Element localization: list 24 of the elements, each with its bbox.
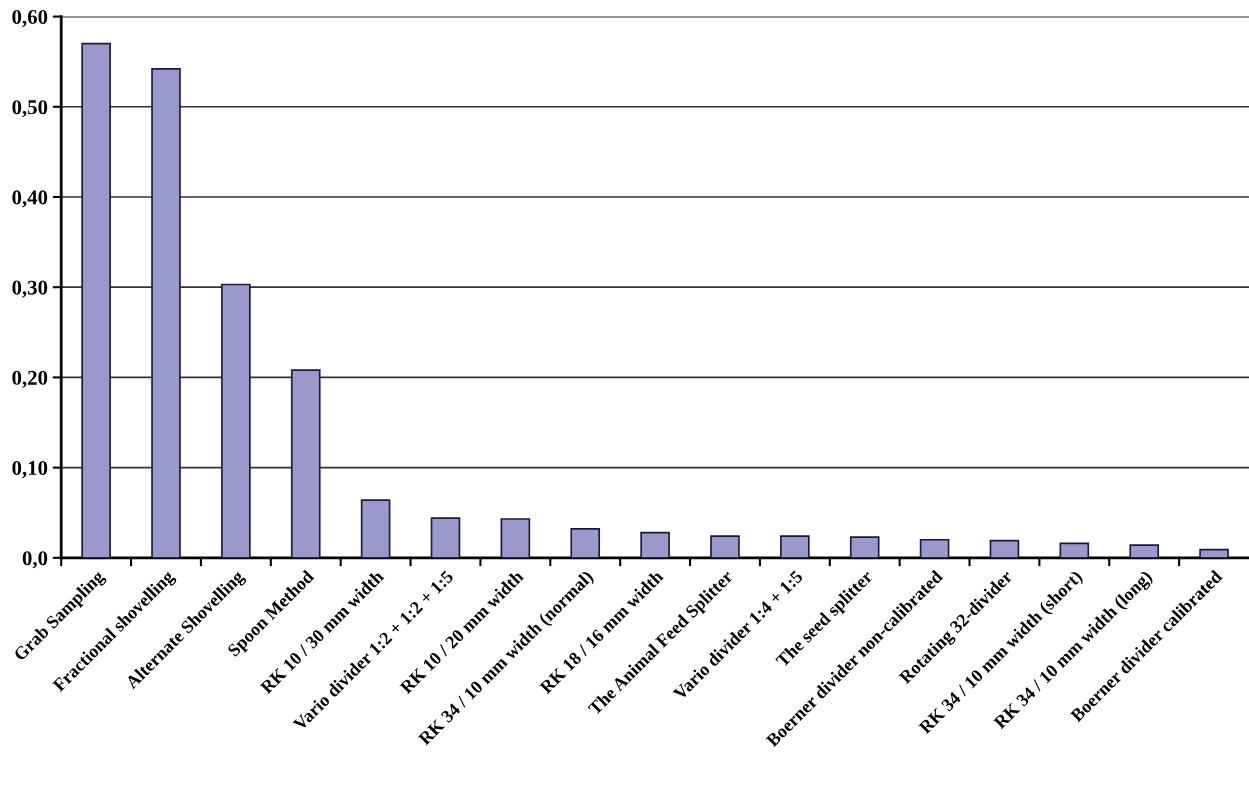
- bar: [1059, 542, 1090, 558]
- bar: [500, 518, 531, 558]
- bar: [430, 517, 461, 558]
- y-tick-label: 0,40: [12, 190, 48, 208]
- y-tick-label: 0,30: [12, 280, 48, 298]
- y-tick-label: 0,0: [22, 551, 48, 569]
- bar: [221, 283, 251, 558]
- bar: [1129, 544, 1160, 558]
- y-tick-label: 0,10: [12, 460, 48, 479]
- bar: [1199, 548, 1229, 558]
- bar: [290, 369, 321, 558]
- bar: [360, 499, 391, 558]
- bar: [710, 535, 740, 558]
- y-tick-label: 0,50: [12, 100, 48, 118]
- bar: [81, 42, 111, 558]
- bar: [849, 536, 880, 558]
- bar: [640, 531, 670, 558]
- bar: [989, 539, 1020, 558]
- y-tick-label: 0,60: [12, 9, 48, 28]
- y-tick-label: 0,20: [12, 370, 48, 388]
- bar: [570, 528, 601, 558]
- bar: [780, 535, 810, 558]
- bar: [151, 68, 181, 558]
- bar: [919, 538, 950, 558]
